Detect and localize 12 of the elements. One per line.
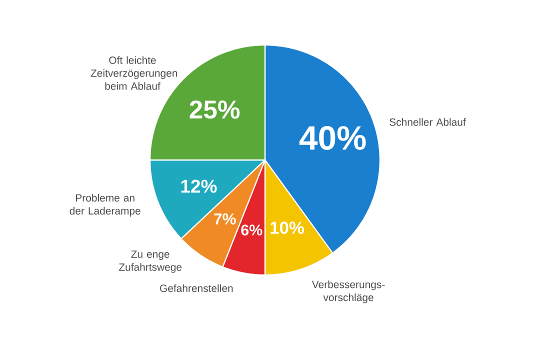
slice-label: Schneller Ablauf <box>390 118 466 126</box>
data-label: 25% <box>190 100 240 119</box>
slice-label: Verbesserungs-vorschläge <box>312 280 385 304</box>
slice-label: Probleme an der Laderampe <box>70 194 140 217</box>
data-label: 7% <box>214 213 236 225</box>
data-label: 6% <box>241 224 262 236</box>
data-label: 12% <box>181 180 217 193</box>
slice-label: Oft leichte Zeitverzögerungen beim Ablauf <box>90 56 178 90</box>
data-label: 40% <box>299 126 366 150</box>
slice-label: Gefahrenstellen <box>160 284 233 292</box>
data-label: 10% <box>270 222 304 234</box>
slice-label: Zu enge Zufahrtswege <box>118 250 182 273</box>
